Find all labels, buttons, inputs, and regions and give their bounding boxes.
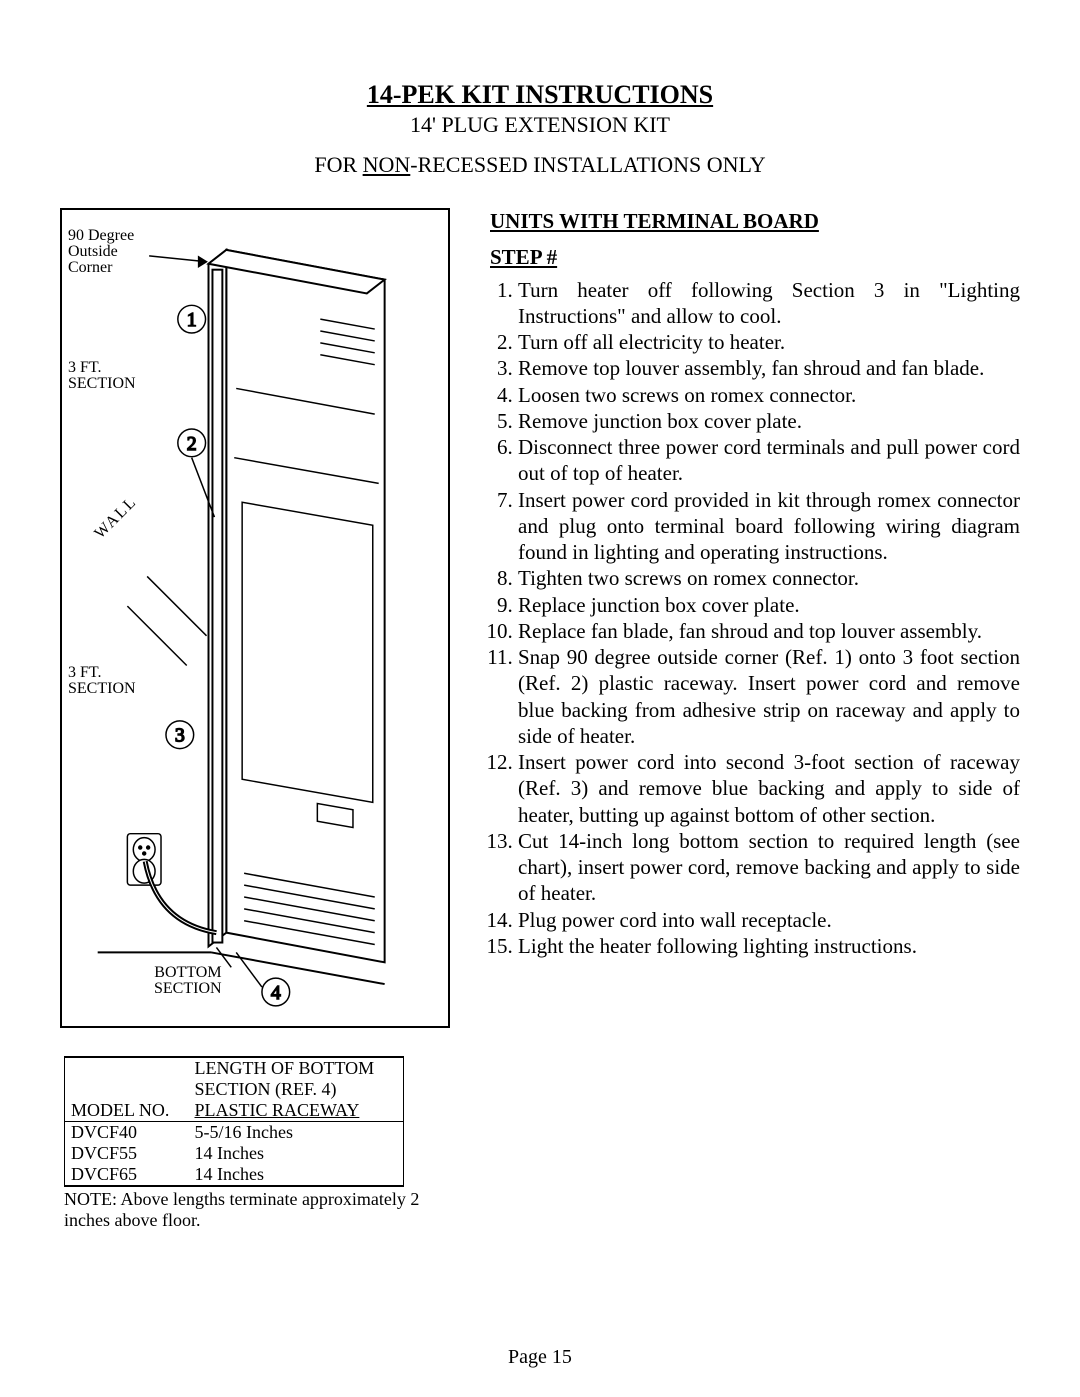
step: Turn off all electricity to heater. — [518, 329, 1020, 355]
step: Insert power cord into second 3-foot sec… — [518, 749, 1020, 828]
for-underlined: NON — [363, 152, 411, 177]
step: Light the heater following lighting inst… — [518, 933, 1020, 959]
for-suffix: -RECESSED INSTALLATIONS ONLY — [410, 152, 765, 177]
step: Plug power cord into wall receptacle. — [518, 907, 1020, 933]
callout-4: 4 — [271, 982, 281, 1004]
step: Snap 90 degree outside corner (Ref. 1) o… — [518, 644, 1020, 749]
label-sec2: 3 FT. SECTION — [68, 665, 136, 697]
step: Disconnect three power cord terminals an… — [518, 434, 1020, 487]
diagram-svg: 1 2 3 4 — [68, 216, 444, 1016]
label-bottom: BOTTOM SECTION — [154, 965, 222, 997]
step: Remove junction box cover plate. — [518, 408, 1020, 434]
step: Replace junction box cover plate. — [518, 592, 1020, 618]
steps-list: Turn heater off following Section 3 in "… — [490, 277, 1020, 960]
left-column: 90 Degree Outside Corner 3 FT. SECTION 3… — [60, 208, 460, 1231]
page: 14-PEK KIT INSTRUCTIONS 14' PLUG EXTENSI… — [0, 0, 1080, 1397]
cell-model: DVCF55 — [65, 1143, 189, 1164]
right-column: UNITS WITH TERMINAL BOARD STEP # Turn he… — [490, 208, 1020, 1231]
callout-1: 1 — [187, 309, 197, 331]
tbl-col1: MODEL NO. — [65, 1100, 189, 1122]
cell-model: DVCF65 — [65, 1164, 189, 1186]
tbl-h2: SECTION (REF. 4) — [188, 1079, 403, 1100]
callout-3: 3 — [175, 725, 185, 747]
cell-len: 14 Inches — [188, 1143, 403, 1164]
step: Remove top louver assembly, fan shroud a… — [518, 355, 1020, 381]
cell-len: 14 Inches — [188, 1164, 403, 1186]
subtitle: 14' PLUG EXTENSION KIT — [60, 112, 1020, 138]
step: Tighten two screws on romex connector. — [518, 565, 1020, 591]
diagram: 90 Degree Outside Corner 3 FT. SECTION 3… — [60, 208, 450, 1028]
cell-model: DVCF40 — [65, 1122, 189, 1144]
for-prefix: FOR — [314, 152, 362, 177]
section-heading: UNITS WITH TERMINAL BOARD — [490, 208, 1020, 234]
step: Turn heater off following Section 3 in "… — [518, 277, 1020, 330]
page-title: 14-PEK KIT INSTRUCTIONS — [60, 80, 1020, 110]
for-line: FOR NON-RECESSED INSTALLATIONS ONLY — [60, 152, 1020, 178]
step: Loosen two screws on romex connector. — [518, 382, 1020, 408]
content-columns: 90 Degree Outside Corner 3 FT. SECTION 3… — [60, 208, 1020, 1231]
step: Cut 14-inch long bottom section to requi… — [518, 828, 1020, 907]
callout-2: 2 — [187, 433, 197, 455]
table-note: NOTE: Above lengths terminate approximat… — [64, 1189, 444, 1231]
table-row: DVCF40 5-5/16 Inches — [65, 1122, 404, 1144]
cell-len: 5-5/16 Inches — [188, 1122, 403, 1144]
length-table: LENGTH OF BOTTOM SECTION (REF. 4) MODEL … — [64, 1056, 404, 1187]
tbl-col2: PLASTIC RACEWAY — [188, 1100, 403, 1122]
table-row: DVCF55 14 Inches — [65, 1143, 404, 1164]
step-label: STEP # — [490, 244, 1020, 270]
label-sec1: 3 FT. SECTION — [68, 360, 136, 392]
step: Insert power cord provided in kit throug… — [518, 487, 1020, 566]
tbl-h1: LENGTH OF BOTTOM — [188, 1057, 403, 1079]
table-row: DVCF65 14 Inches — [65, 1164, 404, 1186]
page-number: Page 15 — [0, 1346, 1080, 1369]
step: Replace fan blade, fan shroud and top lo… — [518, 618, 1020, 644]
label-corner: 90 Degree Outside Corner — [68, 228, 134, 276]
